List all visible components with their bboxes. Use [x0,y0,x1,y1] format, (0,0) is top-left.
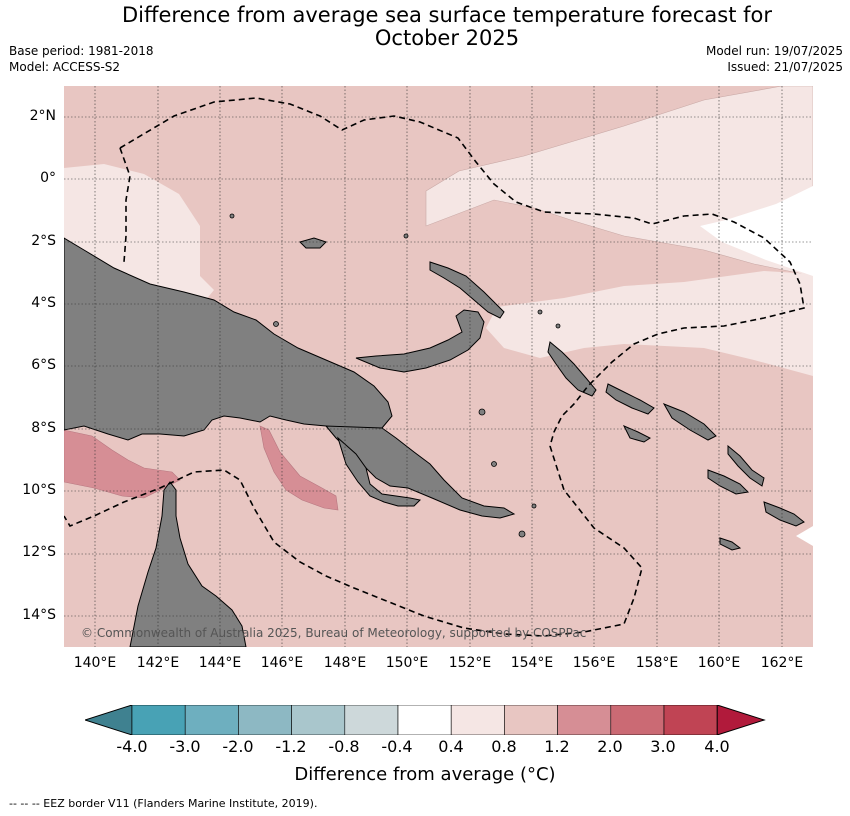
lat-label-2n: 2°N [29,108,56,124]
issued-text: Issued: 21/07/2025 [727,60,843,74]
graticule [64,86,813,647]
colorbar-tick-label: -2.0 [222,737,254,756]
manus-island [299,237,327,249]
lat-label-2s: 2°S [31,233,56,249]
lat-label-8s: 8°S [31,420,56,436]
meta-right: Model run: 19/07/2025 Issued: 21/07/2025 [706,43,843,75]
colorbar-swatch [238,704,292,736]
anomaly-zone-neutral-southeast [796,526,813,546]
colorbar-swatch [663,704,718,736]
eez-legend-text: -- -- -- EEZ border V11 (Flanders Marine… [9,797,318,810]
solomon-island-isabel [662,403,717,441]
lon-label-142e: 142°E [136,655,180,671]
rennell-island [719,537,742,551]
small-island [478,408,486,416]
lat-label-6s: 6°S [31,357,56,373]
copyright-text: © Commonwealth of Australia 2025, Bureau… [81,626,586,640]
lon-label-150e: 150°E [385,655,429,671]
small-island [537,309,543,315]
solomon-island-malaita [727,444,765,487]
colorbar-tick-label: 4.0 [704,737,730,756]
anomaly-zone-light-east [486,271,813,376]
lat-label-14s: 14°S [22,607,56,623]
lon-label-144e: 144°E [198,655,242,671]
anomaly-zone-neutral-east [700,186,813,276]
model-text: Model: ACCESS-S2 [9,60,121,74]
small-island [518,530,526,538]
solomon-island-makira [763,501,805,527]
colorbar-tick-label: 3.0 [650,737,676,756]
sst-anomaly-map: © Commonwealth of Australia 2025, Bureau… [64,86,813,647]
title-line-2: October 2025 [374,26,520,50]
lon-label-158e: 158°E [635,655,679,671]
colorbar-tick-label: -4.0 [116,737,148,756]
colorbar-swatch [184,704,239,736]
title-line-1: Difference from average sea surface temp… [122,3,772,27]
colorbar-swatch [131,704,186,736]
small-island [229,213,235,219]
colorbar-swatch [504,704,558,736]
lon-label-160e: 160°E [697,655,741,671]
small-island [403,233,409,239]
colorbar-swatch [397,704,452,736]
colorbar-tick-label: -1.2 [275,737,307,756]
colorbar-tick-label: 0.8 [491,737,517,756]
map-title: Difference from average sea surface temp… [0,4,850,50]
colorbar [83,704,767,736]
colorbar-tick-label: -3.0 [169,737,201,756]
small-island [555,323,561,329]
small-island [491,461,497,467]
colorbar-swatch [291,704,346,736]
colorbar-tick-label: 0.4 [438,737,464,756]
eez-border-png [64,97,805,637]
meta-left: Base period: 1981-2018 Model: ACCESS-S2 [9,43,154,75]
bougainville-island [547,341,597,397]
papuan-peninsula-south [336,436,422,507]
colorbar-swatch [450,704,505,736]
lon-label-154e: 154°E [510,655,554,671]
lon-label-152e: 152°E [448,655,492,671]
lon-label-156e: 156°E [572,655,616,671]
colorbar-tick-label: 1.2 [544,737,570,756]
eez-border-west [119,147,131,263]
base-period-text: Base period: 1981-2018 [9,44,154,58]
lat-label-12s: 12°S [22,544,56,560]
colorbar-title: Difference from average (°C) [294,764,556,785]
small-island [531,503,537,509]
lon-label-140e: 140°E [73,655,117,671]
lon-label-146e: 146°E [260,655,304,671]
lon-label-162e: 162°E [760,655,804,671]
lat-label-10s: 10°S [22,482,56,498]
small-island [273,321,279,327]
lat-label-4s: 4°S [31,295,56,311]
solomon-island-newgeorgia [622,425,651,443]
lon-label-148e: 148°E [323,655,367,671]
solomon-island-guadalcanal [707,469,750,495]
colorbar-extend-high [716,704,766,736]
anomaly-patch-warm-west [64,429,181,499]
colorbar-swatch [557,704,612,736]
lat-label-0: 0° [40,170,56,186]
new-britain-island [355,309,485,373]
cape-york-peninsula [129,481,247,647]
model-run-text: Model run: 19/07/2025 [705,44,843,58]
colorbar-tick-label: -0.8 [328,737,360,756]
colorbar-swatch [610,704,665,736]
anomaly-patch-warm-gulf [259,425,339,511]
colorbar-tick-label: 2.0 [597,737,623,756]
colorbar-extend-low [83,704,133,736]
solomon-island-choiseul [605,383,655,415]
colorbar-swatch [344,704,399,736]
colorbar-tick-label: -0.4 [381,737,413,756]
